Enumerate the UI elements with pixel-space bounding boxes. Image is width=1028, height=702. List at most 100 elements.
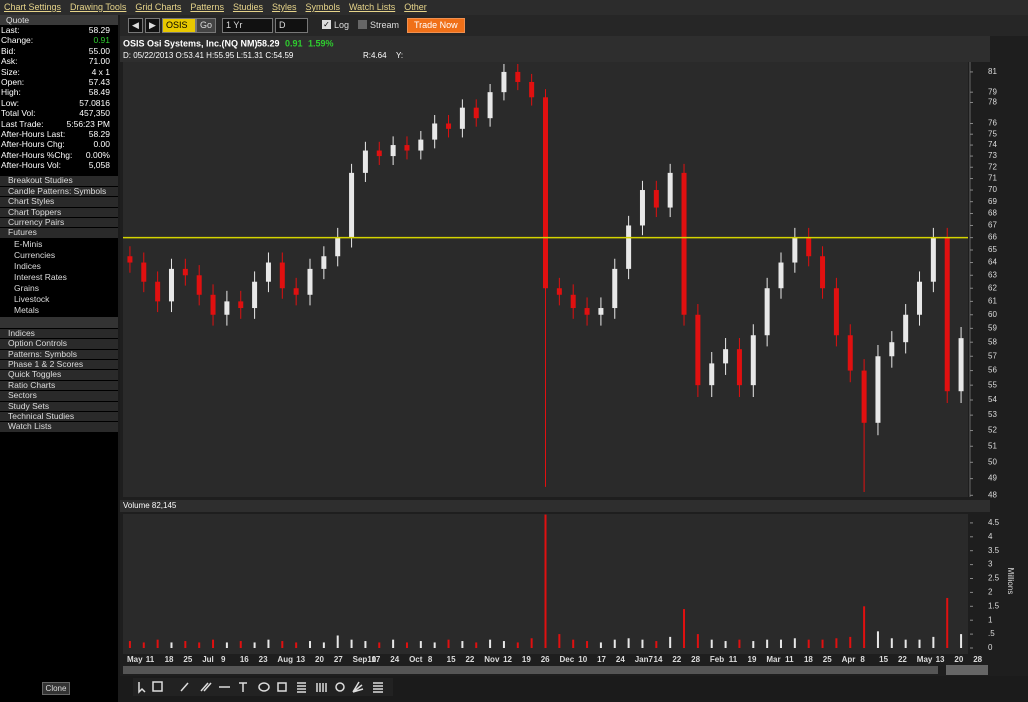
rect-icon[interactable] <box>277 682 287 692</box>
ellipse-icon[interactable] <box>258 682 270 692</box>
fib-icon[interactable] <box>297 682 306 693</box>
quote-row: After-Hours Vol: 5,058 <box>0 160 118 170</box>
menu-item[interactable]: Studies <box>232 2 263 12</box>
x-tick-label: 17 <box>597 655 606 664</box>
volume-tick-label: 2.5 <box>988 574 1000 583</box>
volume-tick-label: 3 <box>988 560 993 569</box>
menu-item[interactable]: Drawing Tools <box>70 2 127 12</box>
futures-item[interactable]: Livestock <box>14 293 50 304</box>
panel-section[interactable]: Breakout Studies <box>0 176 118 187</box>
menu-item[interactable]: Other <box>404 2 427 12</box>
volume-bar <box>392 639 395 648</box>
panel-section[interactable]: Watch Lists <box>0 421 118 433</box>
x-tick-label: 17 <box>371 655 380 664</box>
menu-item[interactable]: Styles <box>271 2 297 12</box>
log-checkbox[interactable]: ✓ <box>322 20 331 29</box>
y-tick-label: 49 <box>988 474 997 483</box>
y-tick-label: 81 <box>988 67 997 76</box>
select-icon[interactable] <box>152 681 163 692</box>
candle-body <box>792 237 798 263</box>
candle-body <box>723 349 729 364</box>
x-tick-label: 15 <box>447 655 456 664</box>
panel-section[interactable]: Chart Toppers <box>0 207 118 219</box>
volume-bar <box>350 639 353 648</box>
y-tick-label: 78 <box>988 98 997 107</box>
candle-body <box>833 288 839 336</box>
x-tick-label: 19 <box>522 655 531 664</box>
menu-item[interactable]: Patterns <box>190 2 224 12</box>
date-axis <box>120 654 990 666</box>
y-tick-label: 56 <box>988 366 997 375</box>
candle-body <box>903 314 909 343</box>
period-select[interactable]: 1 Yr <box>222 18 273 33</box>
go-button[interactable]: Go <box>196 18 217 33</box>
panel-section[interactable]: Option Controls <box>0 338 118 350</box>
candle-body <box>182 268 188 276</box>
panel-section[interactable]: Quick Toggles <box>0 369 118 381</box>
fan-icon[interactable] <box>352 681 364 693</box>
forward-button[interactable]: ▶ <box>145 18 160 33</box>
list-icon[interactable] <box>373 682 383 693</box>
candle-body <box>861 370 867 423</box>
candle-body <box>515 71 521 82</box>
panel-section[interactable]: Currency Pairs <box>0 217 118 229</box>
cycle-icon[interactable] <box>316 683 327 692</box>
y-tick-label: 73 <box>988 151 997 160</box>
menu-item[interactable]: Watch Lists <box>349 2 396 12</box>
y-tick-label: 54 <box>988 395 997 404</box>
symbol-input[interactable]: OSIS <box>162 18 196 33</box>
futures-item[interactable]: Metals <box>14 304 40 315</box>
panel-section[interactable]: Technical Studies <box>0 411 118 423</box>
volume-bar <box>821 639 824 648</box>
futures-item[interactable]: Currencies <box>14 249 56 260</box>
text-icon[interactable] <box>239 682 247 692</box>
panel-section[interactable]: Patterns: Symbols <box>0 349 118 360</box>
candle-body <box>293 288 299 295</box>
volume-bar <box>572 639 575 648</box>
panel-section[interactable]: Indices <box>0 328 118 340</box>
menu-item[interactable]: Grid Charts <box>135 2 182 12</box>
line-icon[interactable] <box>180 682 189 692</box>
scrollbar[interactable] <box>123 666 938 674</box>
stream-checkbox[interactable] <box>358 20 367 29</box>
interval-select[interactable]: D <box>275 18 308 33</box>
candle-body <box>252 281 258 309</box>
futures-item[interactable]: Indices <box>14 260 41 271</box>
menu-item[interactable]: Symbols <box>305 2 341 12</box>
candle-body <box>432 123 438 140</box>
futures-item[interactable]: E-Minis <box>14 238 43 249</box>
panel-section[interactable]: Futures <box>0 228 118 239</box>
x-tick-label: 9 <box>221 655 226 664</box>
header-bar <box>120 36 990 62</box>
candle-body <box>736 349 742 386</box>
candle-body <box>958 338 964 392</box>
quote-row: High: 58.49 <box>0 87 118 97</box>
panel-section[interactable]: Candle Patterns: Symbols <box>0 186 118 198</box>
panel-section[interactable]: Phase 1 & 2 Scores <box>0 359 118 371</box>
volume-tick-label: 4.5 <box>988 518 1000 527</box>
volume-bar <box>502 641 505 648</box>
y-tick-label: 59 <box>988 323 997 332</box>
volume-bar <box>295 642 298 648</box>
arc-icon[interactable] <box>335 682 345 692</box>
quote-value: 0.00 <box>93 139 110 150</box>
panel-section[interactable]: Ratio Charts <box>0 380 118 392</box>
trade-now-button[interactable]: Trade Now <box>407 18 465 33</box>
channel-icon[interactable] <box>200 682 212 692</box>
futures-item[interactable]: Grains <box>14 282 40 293</box>
volume-tick-label: 4 <box>988 532 993 541</box>
candle-body <box>349 172 355 238</box>
x-tick-label: 25 <box>823 655 832 664</box>
panel-section[interactable]: Study Sets <box>0 401 118 412</box>
clone-button[interactable]: Clone <box>42 682 70 695</box>
volume-bar <box>586 641 589 648</box>
back-button[interactable]: ◀ <box>128 18 143 33</box>
panel-section[interactable]: Sectors <box>0 390 118 402</box>
futures-item[interactable]: Interest Rates <box>14 271 67 282</box>
chart-title: OSIS Osi Systems, Inc.(NQ NM) <box>123 38 258 48</box>
volume-bar <box>170 642 173 648</box>
menu-item[interactable]: Chart Settings <box>4 2 62 12</box>
pointer-icon[interactable] <box>138 682 146 694</box>
x-tick-label: 28 <box>973 655 982 664</box>
panel-section[interactable]: Chart Styles <box>0 196 118 208</box>
